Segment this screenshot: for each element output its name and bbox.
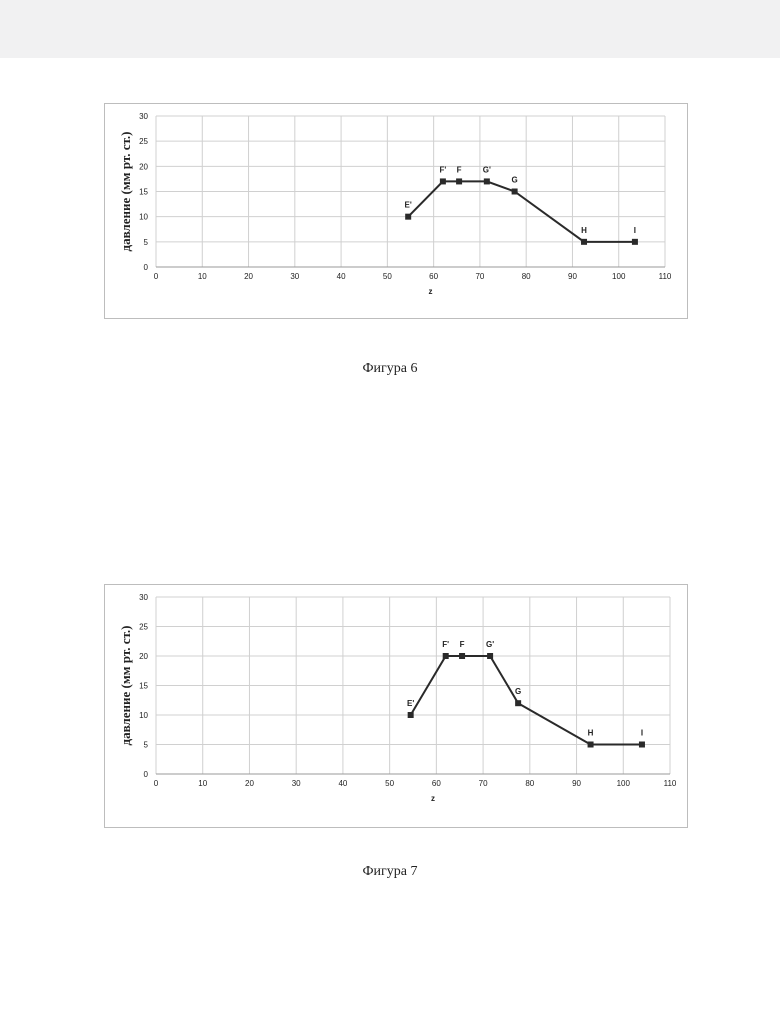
y-tick-label: 5 <box>144 741 149 750</box>
figure-6-chart: 0 10 20 30 40 50 60 70 80 90 100 110 0 5 10 15 20 25 30 z да… <box>104 103 688 319</box>
y-tick-label: 0 <box>144 263 149 272</box>
figure-7-chart: 0 10 20 30 40 50 60 70 80 90 100 110 0 5 10 15 20 25 30 z да… <box>104 584 688 828</box>
y-axis-label: давление (мм рт. ст.) <box>118 625 133 745</box>
x-tick-label: 40 <box>338 779 347 788</box>
x-tick-label: 0 <box>154 272 159 281</box>
x-tick-label: 30 <box>292 779 301 788</box>
x-tick-label: 90 <box>568 272 577 281</box>
x-axis-label: z <box>429 287 433 296</box>
x-tick-label: 110 <box>659 272 672 281</box>
x-tick-label: 90 <box>572 779 581 788</box>
x-tick-label: 70 <box>475 272 484 281</box>
x-tick-label: 10 <box>198 779 207 788</box>
series-line <box>411 656 642 745</box>
x-tick-label: 50 <box>383 272 392 281</box>
data-point-marker <box>515 700 521 706</box>
y-tick-label: 10 <box>139 213 148 222</box>
data-point-label: H <box>581 226 587 235</box>
y-axis-label: давление (мм рт. ст.) <box>118 131 133 251</box>
data-point-marker <box>581 239 587 245</box>
data-point-marker <box>484 178 490 184</box>
x-tick-label: 100 <box>612 272 626 281</box>
data-point-marker <box>443 653 449 659</box>
data-point-marker <box>459 653 465 659</box>
x-tick-label: 70 <box>479 779 488 788</box>
figure-7-plot: 0 10 20 30 40 50 60 70 80 90 100 110 0 5 10 15 20 25 30 z да… <box>105 585 687 827</box>
data-point-label: I <box>641 729 643 738</box>
y-tick-label: 20 <box>139 652 148 661</box>
y-tick-label: 5 <box>144 238 149 247</box>
data-point-marker <box>632 239 638 245</box>
data-point-label: E' <box>407 699 414 708</box>
x-tick-label: 20 <box>244 272 253 281</box>
data-point-marker <box>456 178 462 184</box>
x-tick-label: 110 <box>664 779 677 788</box>
page-header-band <box>0 0 780 58</box>
y-tick-label: 0 <box>144 770 149 779</box>
data-point-label: G' <box>483 165 491 174</box>
x-axis-label: z <box>431 794 435 803</box>
figure-6-plot: 0 10 20 30 40 50 60 70 80 90 100 110 0 5 10 15 20 25 30 z да… <box>105 104 687 318</box>
data-point-label: I <box>634 226 636 235</box>
y-tick-label: 10 <box>139 711 148 720</box>
data-point-label: G <box>511 176 517 185</box>
y-tick-label: 25 <box>139 137 148 146</box>
data-point-label: F' <box>442 640 449 649</box>
data-point-marker <box>639 742 645 748</box>
x-tick-label: 30 <box>290 272 299 281</box>
data-point-marker <box>405 214 411 220</box>
y-tick-label: 15 <box>139 188 148 197</box>
data-point-label: E' <box>405 201 412 210</box>
x-tick-label: 60 <box>432 779 441 788</box>
x-tick-label: 20 <box>245 779 254 788</box>
y-tick-label: 15 <box>139 682 148 691</box>
x-tick-label: 50 <box>385 779 394 788</box>
series-line <box>408 181 635 241</box>
x-tick-label: 40 <box>337 272 346 281</box>
x-tick-label: 60 <box>429 272 438 281</box>
x-tick-label: 80 <box>522 272 531 281</box>
data-point-marker <box>408 712 414 718</box>
data-point-marker <box>487 653 493 659</box>
data-point-marker <box>440 178 446 184</box>
data-point-label: F <box>460 640 465 649</box>
y-tick-label: 30 <box>139 593 148 602</box>
y-tick-label: 25 <box>139 623 148 632</box>
data-point-marker <box>588 742 594 748</box>
data-point-label: G <box>515 687 521 696</box>
figure-6-caption: Фигура 6 <box>0 361 780 377</box>
data-point-label: G' <box>486 640 494 649</box>
y-tick-label: 30 <box>139 112 148 121</box>
y-tick-label: 20 <box>139 162 148 171</box>
data-point-label: H <box>588 729 594 738</box>
data-point-label: F' <box>439 165 446 174</box>
x-tick-label: 100 <box>617 779 631 788</box>
data-point-marker <box>512 189 518 195</box>
figure-7-caption: Фигура 7 <box>0 864 780 880</box>
x-tick-label: 10 <box>198 272 207 281</box>
data-point-label: F <box>457 165 462 174</box>
x-tick-label: 0 <box>154 779 159 788</box>
x-tick-label: 80 <box>525 779 534 788</box>
